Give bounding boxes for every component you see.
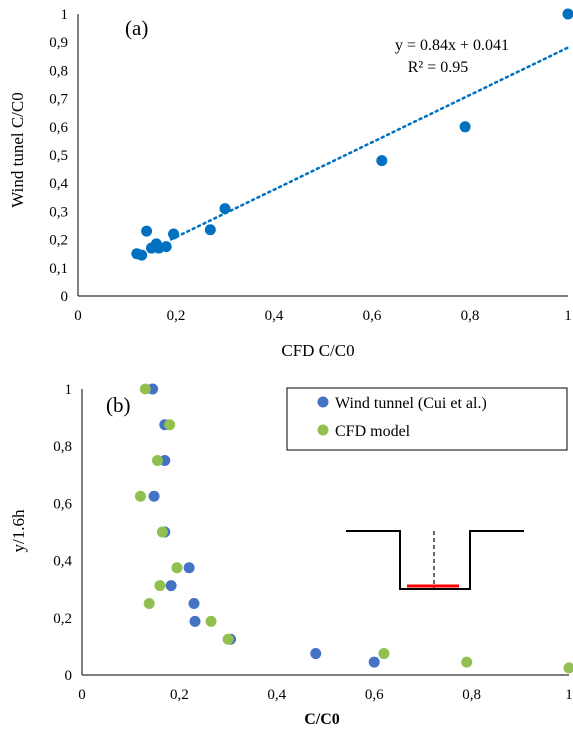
chart-b: 0 0,2 0,4 0,6 0,8 1 0 0,2 0,4 0,6 0,8 1 (b) C/C0 y… — [9, 382, 573, 728]
chart-b-y-tick-label: 1 — [65, 382, 73, 398]
legend-marker-wind-tunnel — [317, 396, 329, 408]
chart-a-y-label: Wind tunel C/C0 — [8, 92, 27, 207]
chart-a-x-label: CFD C/C0 — [281, 341, 354, 360]
chart-a-point — [160, 241, 172, 253]
chart-b-x-tick-label: 0 — [78, 687, 86, 703]
wind-tunnel-point — [183, 562, 195, 574]
wind-tunnel-point — [310, 648, 322, 660]
chart-a-points — [131, 8, 573, 261]
chart-a-x-tick-label: 0 — [74, 308, 82, 324]
chart-a-y-tick-label: 0,2 — [49, 233, 68, 249]
chart-b-y-tick-label: 0,2 — [53, 611, 72, 627]
chart-a-point — [219, 203, 231, 215]
cfd-model-point — [143, 598, 155, 609]
chart-b-points — [134, 383, 573, 674]
cfd-model-point — [222, 633, 234, 645]
cfd-model-point — [139, 383, 151, 395]
chart-b-x-tick-label: 0,8 — [462, 687, 481, 703]
chart-b-y-tick-label: 0,8 — [53, 439, 72, 455]
chart-a-point — [141, 225, 153, 237]
chart-b-panel-label: (b) — [106, 393, 131, 417]
cfd-model-point — [134, 490, 146, 502]
chart-a-y-tick-label: 0,4 — [49, 176, 68, 192]
legend-label-cfd-model: CFD model — [335, 423, 411, 440]
chart-a: 0 0,2 0,4 0,6 0,8 1 0 0,1 0,2 0,3 0,4 0,5 0,6 0,7 0,8… — [8, 7, 573, 360]
chart-a-y-tick-label: 0,8 — [49, 63, 68, 79]
chart-a-x-tick-label: 1 — [564, 308, 572, 324]
chart-b-y-ticks: 0 0,2 0,4 0,6 0,8 1 — [53, 382, 72, 684]
chart-a-trendline-group — [169, 46, 570, 241]
chart-a-y-ticks: 0 0,1 0,2 0,3 0,4 0,5 0,6 0,7 0,8 0,9 1 — [49, 7, 68, 305]
chart-b-x-tick-label: 0,4 — [267, 687, 286, 703]
canyon-outline — [346, 530, 524, 590]
chart-a-x-tick-label: 0,8 — [461, 308, 480, 324]
chart-a-x-tick-label: 0,4 — [265, 308, 284, 324]
chart-a-panel-label: (a) — [125, 16, 148, 40]
chart-a-point — [376, 155, 388, 167]
legend-label-wind-tunnel: Wind tunnel (Cui et al.) — [335, 395, 487, 412]
cfd-model-point — [154, 580, 166, 592]
chart-a-y-tick-label: 0,1 — [49, 261, 68, 277]
chart-a-point — [459, 121, 471, 133]
chart-a-r-squared: R² = 0.95 — [408, 59, 469, 76]
chart-a-point — [168, 228, 180, 240]
wind-tunnel-point — [188, 598, 200, 609]
chart-b-y-label: y/1.6h — [9, 509, 28, 552]
wind-tunnel-point — [165, 580, 177, 592]
cfd-model-point — [171, 562, 183, 574]
chart-a-equation: y = 0.84x + 0.041 — [395, 37, 509, 54]
chart-a-y-tick-label: 0 — [61, 289, 69, 305]
chart-b-x-tick-label: 1 — [565, 687, 573, 703]
chart-b-y-tick-label: 0,6 — [53, 496, 72, 512]
chart-b-legend: Wind tunnel (Cui et al.) CFD model — [286, 387, 568, 451]
cfd-model-point — [461, 656, 473, 668]
chart-a-x-ticks: 0 0,2 0,4 0,6 0,8 1 — [74, 308, 572, 324]
cfd-model-point — [378, 648, 390, 660]
chart-a-y-tick-label: 0,5 — [49, 148, 68, 164]
chart-a-point — [562, 8, 573, 20]
legend-box — [286, 387, 568, 451]
chart-a-y-tick-label: 0,9 — [49, 35, 68, 51]
street-canyon-sketch — [346, 530, 524, 590]
chart-a-y-tick-label: 0,6 — [49, 120, 68, 136]
chart-a-x-tick-label: 0,2 — [167, 308, 186, 324]
chart-a-y-tick-label: 1 — [61, 7, 69, 23]
chart-a-x-tick-label: 0,6 — [363, 308, 382, 324]
legend-marker-cfd-model — [317, 424, 329, 436]
cfd-model-point — [151, 455, 163, 466]
cfd-model-point — [156, 526, 168, 538]
chart-a-point — [204, 224, 216, 236]
chart-b-y-tick-label: 0 — [65, 668, 73, 684]
chart-a-point — [136, 249, 148, 261]
chart-b-x-tick-label: 0,6 — [365, 687, 384, 703]
chart-a-y-tick-label: 0,7 — [49, 92, 68, 108]
cfd-model-point — [563, 662, 573, 674]
wind-tunnel-point — [368, 656, 380, 668]
wind-tunnel-point — [148, 490, 160, 502]
chart-a-y-tick-label: 0,3 — [49, 204, 68, 220]
chart-b-x-tick-label: 0,2 — [170, 687, 189, 703]
chart-a-trendline — [169, 46, 570, 241]
chart-b-x-ticks: 0 0,2 0,4 0,6 0,8 1 — [78, 687, 573, 703]
cfd-model-point — [205, 615, 217, 627]
chart-b-y-tick-label: 0,4 — [53, 554, 72, 570]
cfd-model-point — [164, 419, 176, 431]
wind-tunnel-point — [189, 615, 201, 627]
chart-b-x-label: C/C0 — [304, 711, 340, 728]
